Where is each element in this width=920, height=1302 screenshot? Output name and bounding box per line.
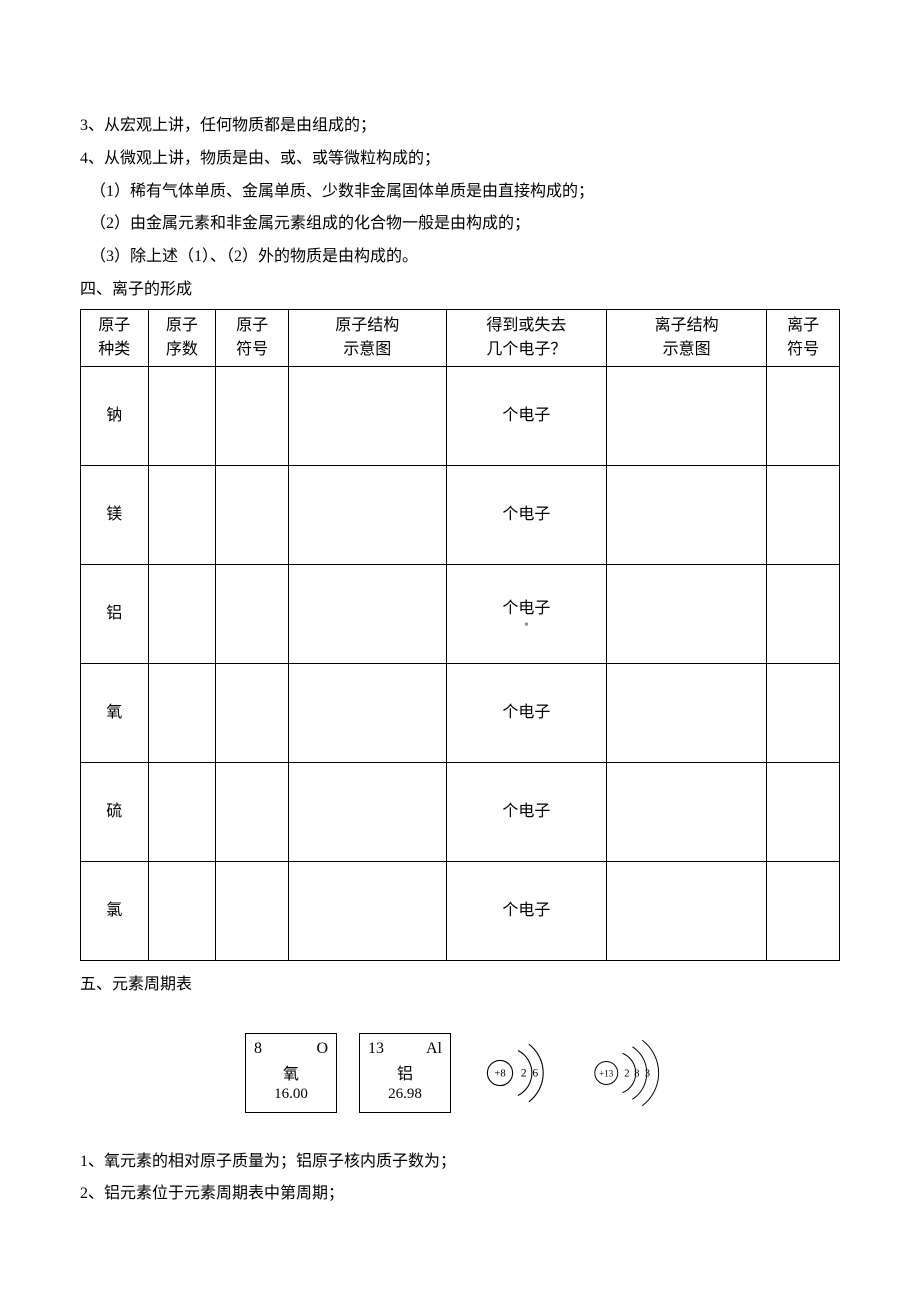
cell-empty [288, 861, 446, 960]
cell-empty [288, 564, 446, 663]
cell-empty [288, 465, 446, 564]
th-atomic-number: 原子 序数 [148, 309, 216, 366]
cell-empty [216, 762, 289, 861]
cell-empty [216, 861, 289, 960]
th-ion-symbol: 离子 符号 [767, 309, 840, 366]
cell-empty [148, 663, 216, 762]
cell-empty [148, 762, 216, 861]
oxygen-card: 8 O 氧 16.00 [245, 1033, 337, 1113]
cell-atom-name: 镁 [81, 465, 149, 564]
oxygen-shell-1: 2 [521, 1066, 527, 1079]
aluminum-nucleus-label: +13 [599, 1068, 614, 1078]
aluminum-mass: 26.98 [388, 1086, 422, 1103]
oxygen-shell-2: 6 [532, 1066, 538, 1079]
cell-empty [767, 366, 840, 465]
cell-atom-name: 氯 [81, 861, 149, 960]
oxygen-number: 8 [254, 1040, 262, 1058]
aluminum-number: 13 [368, 1040, 384, 1058]
text-line-3: 3、从宏观上讲，任何物质都是由组成的； [80, 112, 840, 141]
cell-gainlose: 个电子 [446, 663, 606, 762]
aluminum-symbol: Al [426, 1040, 442, 1058]
cell-gainlose-text: 个电子 [449, 597, 604, 621]
oxygen-mass: 16.00 [274, 1086, 308, 1103]
cell-gainlose: 个电子 [446, 762, 606, 861]
cell-atom-name: 氧 [81, 663, 149, 762]
table-row: 氯 个电子 [81, 861, 840, 960]
cell-empty [216, 564, 289, 663]
cell-atom-name: 钠 [81, 366, 149, 465]
cell-empty [607, 663, 767, 762]
cell-gainlose: 个电子 ■ [446, 564, 606, 663]
cell-empty [148, 861, 216, 960]
cell-empty [607, 366, 767, 465]
th-atom-type: 原子 种类 [81, 309, 149, 366]
cell-empty [767, 663, 840, 762]
aluminum-shell-3: 3 [645, 1068, 650, 1079]
aluminum-atom-diagram: +13 2 8 3 [585, 1028, 675, 1118]
cell-atom-name: 硫 [81, 762, 149, 861]
cell-empty [607, 564, 767, 663]
cell-empty [607, 762, 767, 861]
oxygen-cn-name: 氧 [283, 1060, 299, 1084]
table-row: 氧 个电子 [81, 663, 840, 762]
aluminum-cn-name: 铝 [397, 1060, 413, 1084]
section-5-title: 五、元素周期表 [80, 971, 840, 1000]
text-line-4: 4、从微观上讲，物质是由、或、或等微粒构成的； [80, 145, 840, 174]
cell-empty [607, 861, 767, 960]
cell-empty [148, 465, 216, 564]
cell-empty [767, 861, 840, 960]
cell-empty [767, 762, 840, 861]
aluminum-shell-2: 8 [634, 1068, 639, 1079]
cell-gainlose: 个电子 [446, 465, 606, 564]
cell-empty [288, 366, 446, 465]
text-line-4-1: （1）稀有气体单质、金属单质、少数非金属固体单质是由直接构成的； [90, 178, 840, 207]
table-row: 硫 个电子 [81, 762, 840, 861]
cell-gainlose: 个电子 [446, 861, 606, 960]
cell-empty [148, 564, 216, 663]
aluminum-shell-1: 2 [624, 1068, 629, 1079]
oxygen-nucleus-label: +8 [494, 1067, 505, 1079]
cell-atom-name: 铝 [81, 564, 149, 663]
oxygen-atom-diagram: +8 2 6 [473, 1028, 563, 1118]
table-row: 钠 个电子 [81, 366, 840, 465]
cell-empty [288, 762, 446, 861]
table-header-row: 原子 种类 原子 序数 原子 符号 原子结构 示意图 得到或失去 几个电子？ 离… [81, 309, 840, 366]
aluminum-card: 13 Al 铝 26.98 [359, 1033, 451, 1113]
cell-empty [767, 564, 840, 663]
oxygen-symbol: O [316, 1040, 328, 1058]
section-4-title: 四、离子的形成 [80, 276, 840, 305]
table-row: 镁 个电子 [81, 465, 840, 564]
th-ion-diagram: 离子结构 示意图 [607, 309, 767, 366]
cell-empty [607, 465, 767, 564]
table-row: 铝 个电子 ■ [81, 564, 840, 663]
text-line-4-2: （2）由金属元素和非金属元素组成的化合物一般是由构成的； [90, 210, 840, 239]
ion-formation-table: 原子 种类 原子 序数 原子 符号 原子结构 示意图 得到或失去 几个电子？ 离… [80, 309, 840, 961]
cell-gainlose: 个电子 [446, 366, 606, 465]
periodic-figures: 8 O 氧 16.00 13 Al 铝 26.98 +8 2 6 +13 [80, 1028, 840, 1118]
cell-empty [148, 366, 216, 465]
question-2: 2、铝元素位于元素周期表中第周期； [80, 1180, 840, 1209]
cell-empty [216, 465, 289, 564]
cell-empty [288, 663, 446, 762]
question-1: 1、氧元素的相对原子质量为；铝原子核内质子数为； [80, 1148, 840, 1177]
th-atom-symbol: 原子 符号 [216, 309, 289, 366]
cell-empty [767, 465, 840, 564]
th-atom-diagram: 原子结构 示意图 [288, 309, 446, 366]
text-line-4-3: （3）除上述（1）、（2）外的物质是由构成的。 [90, 243, 840, 272]
th-gain-lose: 得到或失去 几个电子？ [446, 309, 606, 366]
cell-empty [216, 663, 289, 762]
marker-icon: ■ [449, 621, 604, 630]
cell-empty [216, 366, 289, 465]
